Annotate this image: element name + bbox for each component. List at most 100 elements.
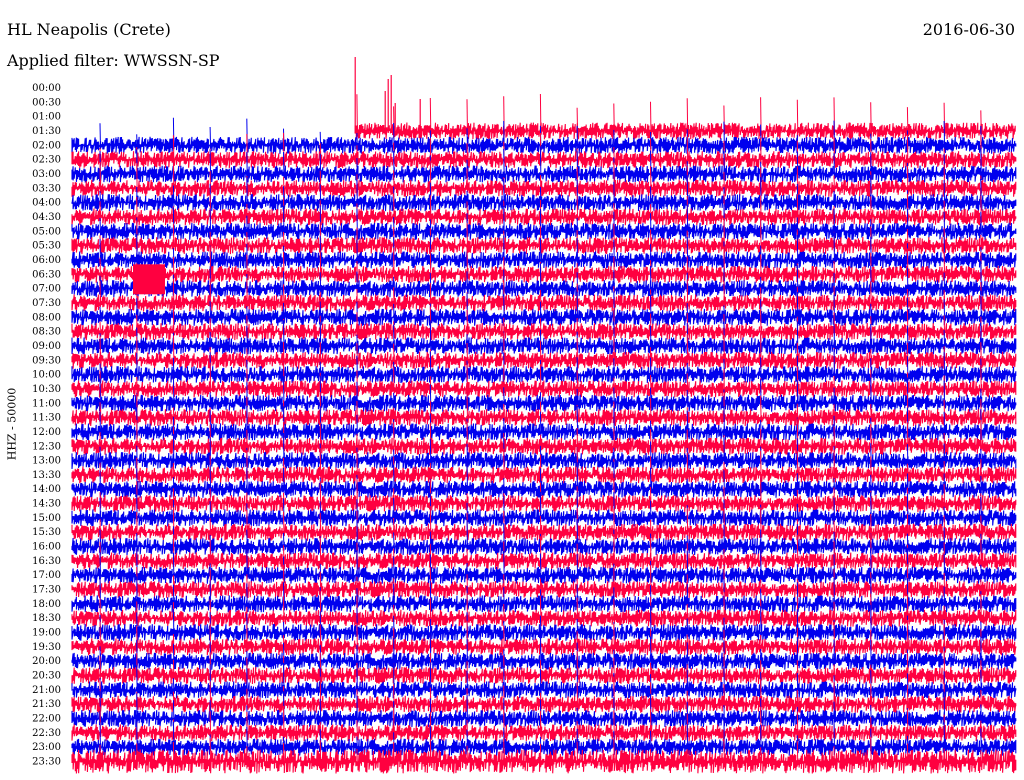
trace-spike [833, 349, 835, 379]
station-title: HL Neapolis (Crete) [7, 20, 171, 39]
trace-spike [943, 586, 946, 608]
trace-spike [393, 742, 395, 766]
trace-spike [136, 376, 138, 393]
trace-spike [393, 366, 395, 393]
trace-spike [650, 325, 652, 350]
trace-spike [466, 309, 468, 336]
time-tick-label: 08:30 [32, 327, 61, 338]
trace-spike [760, 195, 762, 222]
trace-spike [833, 175, 835, 193]
trace-spike [906, 684, 909, 709]
trace-spike [650, 101, 652, 136]
trace-spike [943, 624, 946, 651]
trace-spike [650, 748, 652, 766]
trace-spike [539, 615, 542, 637]
date-label: 2016-06-30 [922, 20, 1015, 39]
trace-spike [319, 342, 322, 365]
trace-spike [650, 636, 652, 666]
time-tick-label: 21:30 [32, 699, 61, 710]
trace-spike [283, 467, 285, 494]
trace-spike [209, 711, 212, 737]
trace-spike [246, 177, 248, 207]
trace-spike [833, 746, 835, 766]
trace-spike [172, 609, 175, 637]
time-tick-label: 02:30 [32, 155, 61, 166]
trace-spike [246, 624, 248, 651]
trace-spike [906, 165, 909, 193]
trace-spike [576, 388, 579, 408]
trace-spike [172, 659, 175, 680]
time-tick-label: 16:00 [32, 542, 61, 553]
time-tick-label: 07:00 [32, 284, 61, 295]
trace-spike [319, 698, 322, 723]
trace-spike [723, 705, 725, 723]
time-tick-label: 05:00 [32, 226, 61, 237]
trace-spike [136, 134, 138, 150]
time-tick-label: 09:00 [32, 341, 61, 352]
trace-spike [246, 583, 248, 608]
time-tick-label: 06:30 [32, 269, 61, 280]
trace-spike [429, 438, 432, 465]
trace-spike [466, 695, 468, 723]
trace-row-1230 [71, 437, 1017, 455]
trace-row-0430 [71, 208, 1017, 226]
trace-row-0900 [71, 337, 1017, 355]
trace-spike [870, 736, 872, 766]
trace-spike [870, 474, 872, 494]
trace-spike [870, 196, 872, 222]
trace-spike [686, 389, 689, 408]
trace-spike [393, 532, 395, 551]
trace-spike [686, 333, 689, 365]
trace-row-0800 [71, 308, 1017, 326]
trace-spike [283, 621, 285, 637]
time-tick-label: 19:00 [32, 628, 61, 639]
trace-spike [870, 323, 872, 350]
trace-row-1300 [71, 452, 1017, 470]
trace-spike [503, 148, 505, 179]
trace-spike [613, 129, 615, 150]
trace-spike [136, 420, 138, 451]
trace-spike [576, 682, 579, 709]
trace-row-2100 [71, 681, 1017, 699]
trace-spike [503, 738, 505, 766]
trace-spike [466, 443, 468, 465]
time-tick-label: 03:00 [32, 169, 61, 180]
trace-spike [356, 695, 358, 723]
trace-spike [760, 254, 762, 279]
trace-spike [796, 473, 799, 494]
trace-spike [943, 120, 946, 150]
trace-spike [503, 448, 505, 479]
trace-spike [539, 710, 542, 737]
trace-spike [870, 513, 872, 537]
trace-spike [209, 392, 212, 408]
trace-spike [429, 282, 432, 307]
trace-spike [686, 583, 689, 608]
time-tick-label: 03:30 [32, 183, 61, 194]
trace-spike [796, 564, 799, 580]
trace-spike [796, 99, 799, 136]
trace-spike [393, 497, 395, 522]
trace-spike [319, 272, 322, 293]
trace-spike [466, 364, 468, 393]
trace-spike [99, 446, 101, 465]
time-tick-label: 23:30 [32, 757, 61, 768]
trace-spike [650, 730, 652, 752]
trace-spike [393, 343, 395, 365]
trace-spike [356, 239, 358, 265]
trace-spike [833, 232, 835, 265]
trace-spike [393, 193, 395, 222]
trace-spike [686, 429, 689, 451]
trace-spike [319, 448, 322, 479]
trace-spike [796, 711, 799, 737]
time-tick-label: 05:30 [32, 241, 61, 252]
trace-spike [283, 205, 285, 236]
trace-spike [246, 152, 248, 179]
trace-spike [539, 238, 542, 265]
trace-spike [539, 669, 542, 694]
time-tick-label: 12:00 [32, 427, 61, 438]
trace-spike [723, 524, 725, 551]
trace-spike [943, 722, 946, 752]
trace-spike [246, 467, 248, 494]
trace-spike [833, 387, 835, 408]
trace-spike [650, 398, 652, 422]
